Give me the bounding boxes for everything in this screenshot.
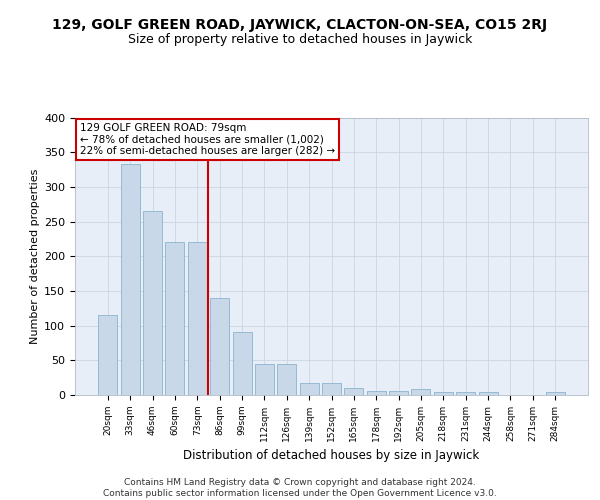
Bar [98,315,118,395]
Bar [255,364,274,395]
Bar [412,389,430,395]
Bar [277,364,296,395]
Bar [188,242,207,395]
Bar [210,298,229,395]
Bar [344,388,364,395]
Bar [545,392,565,395]
Bar [367,391,386,395]
Text: 129 GOLF GREEN ROAD: 79sqm
← 78% of detached houses are smaller (1,002)
22% of s: 129 GOLF GREEN ROAD: 79sqm ← 78% of deta… [80,123,335,156]
Bar [299,382,319,395]
Text: 129, GOLF GREEN ROAD, JAYWICK, CLACTON-ON-SEA, CO15 2RJ: 129, GOLF GREEN ROAD, JAYWICK, CLACTON-O… [52,18,548,32]
Bar [121,164,140,395]
Text: Size of property relative to detached houses in Jaywick: Size of property relative to detached ho… [128,32,472,46]
Bar [166,242,184,395]
X-axis label: Distribution of detached houses by size in Jaywick: Distribution of detached houses by size … [184,450,479,462]
Bar [233,332,251,395]
Bar [322,382,341,395]
Text: Contains HM Land Registry data © Crown copyright and database right 2024.
Contai: Contains HM Land Registry data © Crown c… [103,478,497,498]
Bar [479,392,497,395]
Bar [389,391,408,395]
Bar [456,392,475,395]
Bar [434,392,453,395]
Y-axis label: Number of detached properties: Number of detached properties [30,168,40,344]
Bar [143,211,162,395]
